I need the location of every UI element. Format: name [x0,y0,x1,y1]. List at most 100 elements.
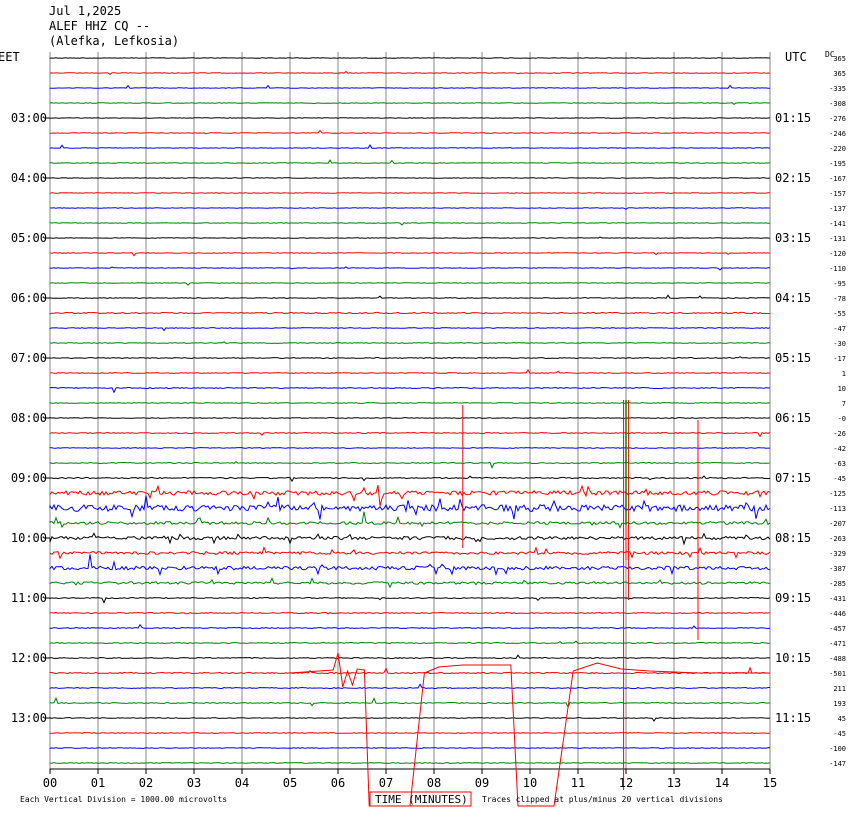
x-tick-label: 05 [283,776,297,790]
dc-offset-label: 7 [842,400,846,408]
chart-station: ALEF HHZ CQ -- [49,19,151,33]
trace-line [49,484,771,507]
x-title-box [369,791,472,807]
left-hour-label: 09:00 [11,471,47,485]
dc-offset-label: -207 [829,520,846,528]
left-hour-label: 08:00 [11,411,47,425]
trace-line [49,640,771,645]
dc-offset-label: -63 [833,460,846,468]
right-hour-label: 09:15 [775,591,811,605]
dc-offset-label: -26 [833,430,846,438]
left-hour-label: 11:00 [11,591,47,605]
x-tick-label: 15 [763,776,777,790]
trace-line [49,368,771,374]
right-hour-label: 08:15 [775,531,811,545]
dc-offset-label: -329 [829,550,846,558]
trace-line [49,236,771,239]
left-hour-label: 04:00 [11,171,47,185]
right-timezone-label: UTC [785,50,807,64]
dc-offset-label: -276 [829,115,846,123]
dc-offset-label: -0 [838,415,846,423]
dc-offset-label: -263 [829,535,846,543]
trace-line [49,511,771,529]
trace-line [49,117,771,119]
dc-offset-label: -47 [833,325,846,333]
left-hour-label: 12:00 [11,651,47,665]
dc-offset-label: -157 [829,190,846,198]
trace-line [49,159,771,164]
dc-offset-label: -120 [829,250,846,258]
dc-offset-label: -501 [829,670,846,678]
x-tick-label: 06 [331,776,345,790]
left-hour-label: 05:00 [11,231,47,245]
x-tick-label: 08 [427,776,441,790]
x-tick-label: 00 [43,776,57,790]
dc-offset-label: -141 [829,220,846,228]
trace-line [49,311,771,315]
trace-line [49,460,771,469]
x-tick-label: 01 [91,776,105,790]
dc-offset-label: -488 [829,655,846,663]
trace-line [49,596,771,604]
trace-line [49,717,771,722]
dc-label: DC [825,50,835,59]
chart-date: Jul 1,2025 [49,4,122,18]
trace-line [49,666,771,675]
trace-line [49,447,770,449]
dc-offset-label: -285 [829,580,846,588]
left-hour-label: 06:00 [11,291,47,305]
dc-offset-label: 211 [833,685,846,693]
trace-line [49,57,770,59]
dc-offset-label: -30 [833,340,846,348]
left-hour-label: 07:00 [11,351,47,365]
dc-offset-label: -100 [829,745,846,753]
x-tick-label: 02 [139,776,153,790]
trace-line [49,192,770,194]
trace-line [49,554,771,577]
dc-offset-label: 10 [838,385,846,393]
x-tick-label: 04 [235,776,249,790]
dc-offset-label: -45 [833,475,846,483]
x-axis-title: TIME (MINUTES) [375,793,468,806]
left-hour-label: 03:00 [11,111,47,125]
dc-offset-label: -335 [829,85,846,93]
dc-offset-label: 45 [838,715,846,723]
trace-line [49,495,771,520]
dc-offset-label: -431 [829,595,846,603]
dc-offset-label: -457 [829,625,846,633]
right-hour-label: 03:15 [775,231,811,245]
dc-offset-label: -246 [829,130,846,138]
trace-line [49,402,771,404]
trace-line [49,282,771,286]
dc-offset-label: -220 [829,145,846,153]
dc-offset-label: -137 [829,205,846,213]
trace-line [49,577,771,589]
trace-line [49,431,771,438]
right-hour-label: 07:15 [775,471,811,485]
dc-offset-label: -387 [829,565,846,573]
trace-line [49,129,771,135]
right-hour-label: 01:15 [775,111,811,125]
trace-line [49,732,771,734]
dc-offset-label: -167 [829,175,846,183]
trace-line [49,252,771,257]
left-hour-label: 13:00 [11,711,47,725]
right-hour-label: 02:15 [775,171,811,185]
dc-offset-label: -125 [829,490,846,498]
dc-offset-label: 365 [833,55,846,63]
trace-line [49,222,771,226]
dc-offset-label: -195 [829,160,846,168]
chart-location: (Alefka, Lefkosia) [49,34,180,48]
clipped-trace-excursion [289,652,770,807]
dc-offset-label: -471 [829,640,846,648]
x-tick-label: 07 [379,776,393,790]
right-hour-label: 05:15 [775,351,811,365]
trace-line [50,475,771,483]
dc-offset-label: -95 [833,280,846,288]
dc-offset-label: -55 [833,310,846,318]
dc-offset-label: -45 [833,730,846,738]
dc-offset-label: -42 [833,445,846,453]
trace-line [49,611,771,615]
dc-offset-label: -78 [833,295,846,303]
